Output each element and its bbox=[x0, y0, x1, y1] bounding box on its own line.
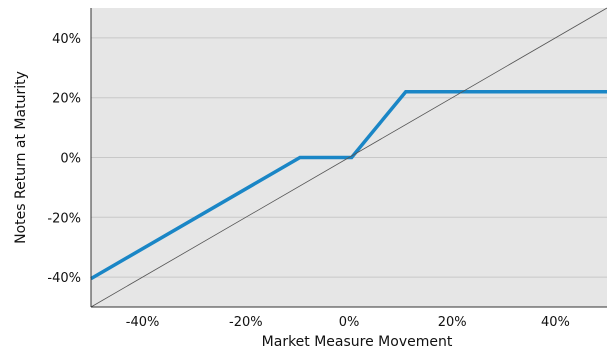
x-tick-label: 40% bbox=[541, 315, 570, 330]
notes-return-line bbox=[90, 89, 607, 281]
y-axis-label: Notes Return at Maturity bbox=[13, 71, 29, 244]
x-tick-label: -40% bbox=[126, 315, 160, 330]
y-tick-label: 0% bbox=[60, 152, 81, 167]
x-tick-label: 0% bbox=[339, 315, 360, 330]
series-layer bbox=[90, 7, 607, 308]
x-tick-label: 20% bbox=[438, 315, 467, 330]
y-tick-label: 20% bbox=[52, 92, 81, 107]
x-tick-labels: -40% -20% 0% 20% 40% bbox=[126, 315, 570, 330]
x-tick-label: -20% bbox=[229, 315, 263, 330]
y-tick-label: -40% bbox=[47, 271, 81, 286]
y-tick-label: -20% bbox=[47, 211, 81, 226]
y-tick-labels: -40% -20% 0% 20% 40% bbox=[47, 32, 81, 286]
reference-diagonal-line bbox=[90, 7, 607, 308]
y-tick-label: 40% bbox=[52, 32, 81, 47]
x-axis-label: Market Measure Movement bbox=[262, 334, 453, 350]
axes bbox=[90, 8, 607, 308]
